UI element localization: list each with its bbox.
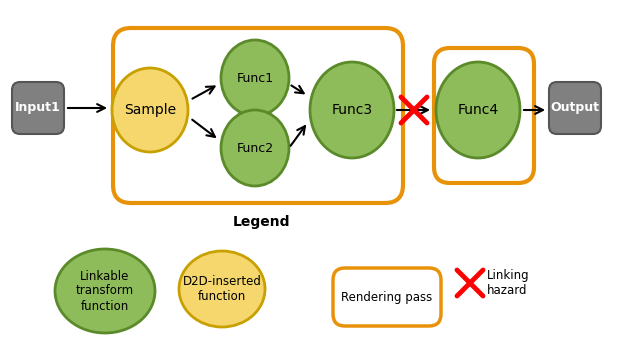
Text: Sample: Sample: [124, 103, 176, 117]
FancyBboxPatch shape: [549, 82, 601, 134]
Text: Input1: Input1: [15, 102, 61, 114]
Text: Legend: Legend: [233, 215, 291, 229]
Text: Linking
hazard: Linking hazard: [487, 269, 529, 297]
Text: Func1: Func1: [236, 72, 273, 84]
Text: Func2: Func2: [236, 141, 273, 155]
Ellipse shape: [221, 110, 289, 186]
Ellipse shape: [179, 251, 265, 327]
Ellipse shape: [112, 68, 188, 152]
FancyBboxPatch shape: [12, 82, 64, 134]
Text: Linkable
transform
function: Linkable transform function: [76, 269, 134, 312]
Ellipse shape: [55, 249, 155, 333]
Ellipse shape: [436, 62, 520, 158]
Ellipse shape: [310, 62, 394, 158]
Text: Rendering pass: Rendering pass: [341, 290, 433, 304]
Ellipse shape: [221, 40, 289, 116]
Text: Output: Output: [550, 102, 600, 114]
Text: Func4: Func4: [457, 103, 499, 117]
Text: D2D-inserted
function: D2D-inserted function: [183, 275, 262, 303]
Text: Func3: Func3: [331, 103, 373, 117]
